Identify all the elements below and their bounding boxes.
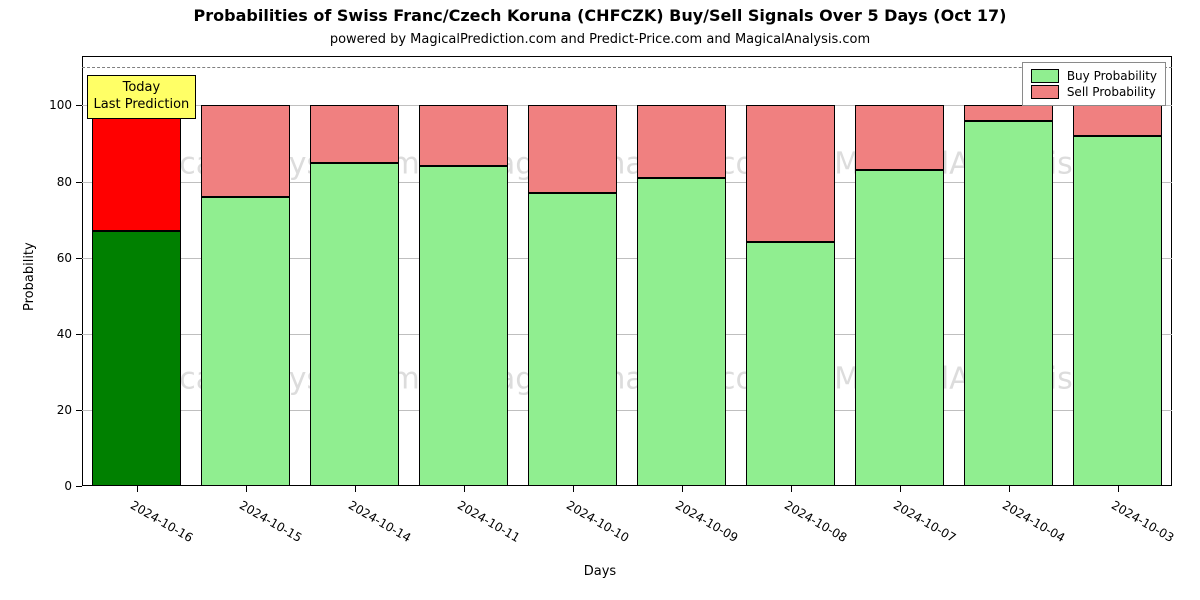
bar-sell [1073, 105, 1162, 135]
bar-buy [201, 197, 290, 486]
y-tick-label: 60 [57, 251, 72, 265]
bar-sell [855, 105, 944, 170]
bar-buy [637, 178, 726, 486]
x-tick-mark [1118, 486, 1119, 492]
x-tick-label: 2024-10-15 [237, 498, 304, 545]
prediction-threshold-line [82, 67, 1172, 68]
legend-swatch-buy [1031, 69, 1059, 83]
bar-stack [746, 105, 835, 486]
x-axis-label: Days [0, 564, 1200, 579]
bar-buy [310, 163, 399, 486]
watermark: MagicalAnalysis.com [471, 361, 783, 396]
bar-stack [92, 105, 181, 486]
bar-buy [419, 166, 508, 486]
y-tick-mark [76, 182, 82, 183]
bar-stack [1073, 105, 1162, 486]
today-annotation-line1: Today [94, 80, 190, 97]
x-tick-label: 2024-10-16 [128, 498, 195, 545]
bar-sell [746, 105, 835, 242]
chart-subtitle: powered by MagicalPrediction.com and Pre… [0, 32, 1200, 47]
bar-stack [419, 105, 508, 486]
bar-buy [855, 170, 944, 486]
y-tick-mark [76, 258, 82, 259]
bar-sell [637, 105, 726, 177]
bar-buy [528, 193, 617, 486]
bar-buy [746, 242, 835, 486]
bar-sell [92, 105, 181, 231]
x-tick-mark [682, 486, 683, 492]
legend-label-buy: Buy Probability [1067, 69, 1157, 83]
today-annotation-line2: Last Prediction [94, 97, 190, 114]
y-tick-label: 100 [49, 98, 72, 112]
x-tick-label: 2024-10-09 [673, 498, 740, 545]
bar-buy [964, 121, 1053, 486]
y-tick-label: 40 [57, 327, 72, 341]
bar-sell [310, 105, 399, 162]
bar-buy [92, 231, 181, 486]
x-tick-mark [1009, 486, 1010, 492]
x-tick-label: 2024-10-11 [455, 498, 522, 545]
chart-container: Probabilities of Swiss Franc/Czech Korun… [0, 0, 1200, 600]
bar-sell [528, 105, 617, 193]
plot-area: MagicalAnalysis.comMagicalAnalysis.comMa… [82, 56, 1172, 486]
bar-sell [964, 105, 1053, 120]
legend: Buy Probability Sell Probability [1022, 62, 1166, 106]
y-tick-mark [76, 105, 82, 106]
x-tick-mark [355, 486, 356, 492]
x-tick-mark [573, 486, 574, 492]
y-axis-label: Probability [22, 242, 37, 311]
y-tick-label: 20 [57, 403, 72, 417]
bar-stack [855, 105, 944, 486]
bar-buy [1073, 136, 1162, 486]
x-tick-label: 2024-10-08 [782, 498, 849, 545]
bar-sell [419, 105, 508, 166]
y-tick-label: 80 [57, 175, 72, 189]
bar-stack [201, 105, 290, 486]
chart-title: Probabilities of Swiss Franc/Czech Korun… [0, 6, 1200, 25]
y-tick-label: 0 [64, 479, 72, 493]
x-tick-mark [464, 486, 465, 492]
x-tick-mark [791, 486, 792, 492]
bar-stack [528, 105, 617, 486]
bar-stack [964, 105, 1053, 486]
legend-item-sell: Sell Probability [1031, 85, 1157, 99]
x-tick-label: 2024-10-14 [346, 498, 413, 545]
bar-sell [201, 105, 290, 196]
x-tick-mark [137, 486, 138, 492]
today-annotation: Today Last Prediction [87, 75, 197, 119]
legend-item-buy: Buy Probability [1031, 69, 1157, 83]
y-tick-mark [76, 486, 82, 487]
x-tick-mark [900, 486, 901, 492]
legend-swatch-sell [1031, 85, 1059, 99]
x-tick-label: 2024-10-04 [1000, 498, 1067, 545]
x-tick-label: 2024-10-03 [1109, 498, 1176, 545]
y-tick-mark [76, 410, 82, 411]
bar-stack [637, 105, 726, 486]
y-tick-mark [76, 334, 82, 335]
bar-stack [310, 105, 399, 486]
x-tick-label: 2024-10-10 [564, 498, 631, 545]
x-tick-label: 2024-10-07 [891, 498, 958, 545]
legend-label-sell: Sell Probability [1067, 85, 1156, 99]
watermark: MagicalAnalysis.com [471, 146, 783, 181]
x-tick-mark [246, 486, 247, 492]
